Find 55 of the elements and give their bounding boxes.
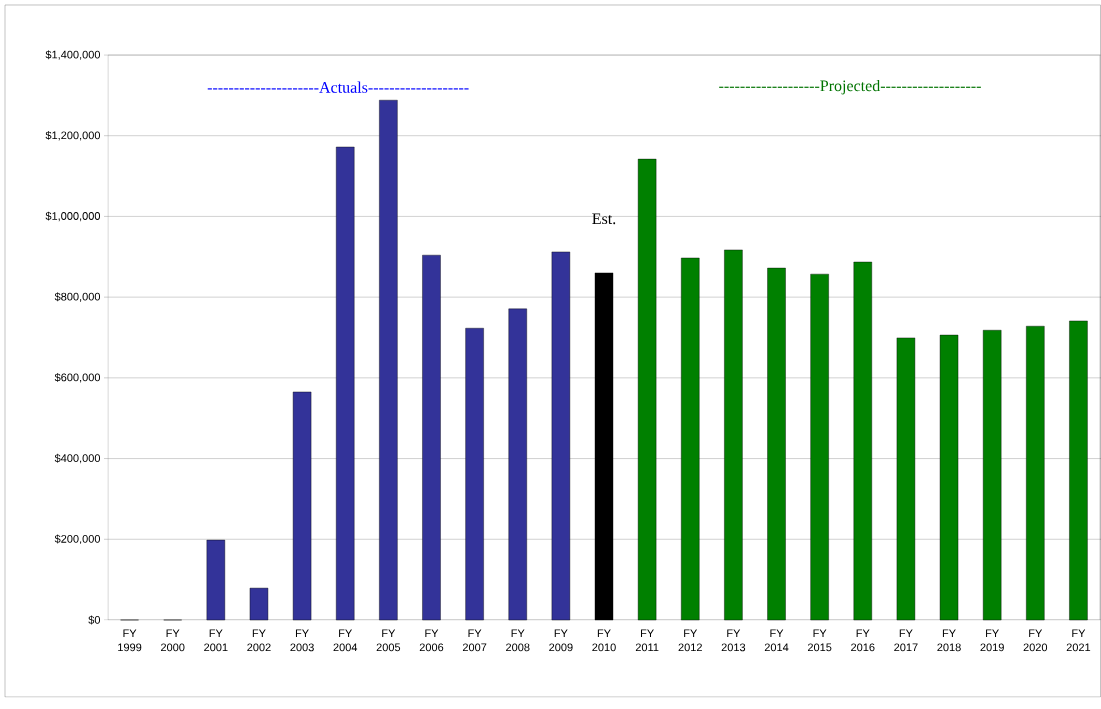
bar <box>465 328 484 621</box>
x-tick-label: FY 2016 <box>851 629 875 652</box>
y-tick-label: $0 <box>88 615 101 625</box>
annotation: -------------------Projected------------------- <box>719 79 981 95</box>
annotation: Est. <box>592 213 616 225</box>
bar <box>249 587 269 621</box>
bar <box>336 146 355 621</box>
bar <box>379 99 398 621</box>
y-tick-label: $200,000 <box>54 534 101 545</box>
x-tick-label: FY 2007 <box>462 629 487 652</box>
x-tick-label: FY 2006 <box>419 629 444 652</box>
x-tick-label: FY 2003 <box>290 629 314 652</box>
bar <box>1026 325 1045 621</box>
y-tick-label: $600,000 <box>54 373 101 383</box>
annotation: ---------------------Actuals------------------- <box>207 81 469 93</box>
x-tick-label: FY 2002 <box>247 629 271 652</box>
x-tick-label: FY 2005 <box>376 629 401 652</box>
x-tick-label: FY 2008 <box>506 629 530 652</box>
x-tick-label: FY 2014 <box>764 629 789 652</box>
x-tick-label: FY 2010 <box>592 629 616 652</box>
x-tick-label: FY 2019 <box>980 629 1004 652</box>
x-tick-label: FY 2013 <box>721 629 746 652</box>
bar <box>508 308 527 621</box>
bar <box>853 261 872 621</box>
x-tick-label: FY 2004 <box>333 629 358 652</box>
bar <box>896 337 916 621</box>
bar <box>681 257 700 621</box>
x-tick-label: FY 2012 <box>678 629 702 652</box>
y-tick-label: $1,200,000 <box>45 130 101 141</box>
x-tick-label: FY 2011 <box>635 629 659 652</box>
bar <box>206 539 226 621</box>
x-tick-label: FY 2020 <box>1023 629 1048 652</box>
y-tick-label: $400,000 <box>54 453 101 464</box>
bar <box>810 273 829 621</box>
bar <box>422 254 441 621</box>
bar <box>292 391 312 621</box>
bar <box>594 272 614 621</box>
x-tick-label: FY 1999 <box>118 629 142 652</box>
y-tick-label: $1,400,000 <box>45 50 101 60</box>
bar <box>637 158 657 621</box>
y-tick-label: $1,000,000 <box>45 211 101 222</box>
y-tick-label: $800,000 <box>54 292 101 302</box>
bar <box>551 251 571 621</box>
x-tick-label: FY 2018 <box>937 629 961 652</box>
bar <box>767 267 786 621</box>
x-tick-label: FY 2021 <box>1066 629 1091 652</box>
bar <box>982 330 1002 621</box>
x-tick-label: FY 2000 <box>161 629 185 652</box>
x-tick-label: FY 2015 <box>807 629 832 652</box>
bar <box>724 249 743 621</box>
x-tick-label: FY 2001 <box>204 629 228 652</box>
x-tick-label: FY 2009 <box>549 629 573 652</box>
x-tick-label: FY 2017 <box>894 629 918 652</box>
bar <box>1069 320 1088 621</box>
bar <box>939 334 959 621</box>
